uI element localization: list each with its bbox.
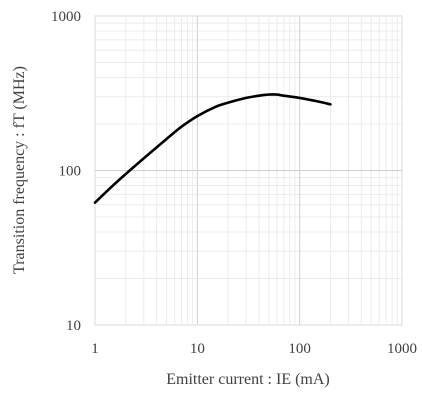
y-tick-label: 1000	[51, 9, 81, 25]
major-grid	[95, 16, 402, 325]
x-tick-labels: 1 10 100 1000	[91, 341, 417, 357]
plot-area	[93, 15, 403, 326]
y-axis-title: Transition frequency : fT (MHz)	[11, 66, 28, 274]
series-line	[93, 93, 332, 204]
series-layer	[93, 93, 332, 204]
x-tick-label: 10	[190, 341, 205, 357]
x-tick-label: 1	[91, 341, 99, 357]
x-tick-label: 1000	[387, 341, 417, 357]
y-tick-label: 10	[66, 318, 81, 334]
y-tick-labels: 10 100 1000	[51, 9, 81, 334]
x-tick-label: 100	[288, 341, 311, 357]
y-tick-label: 100	[59, 164, 82, 180]
x-axis-title: Emitter current : IE (mA)	[166, 371, 330, 388]
